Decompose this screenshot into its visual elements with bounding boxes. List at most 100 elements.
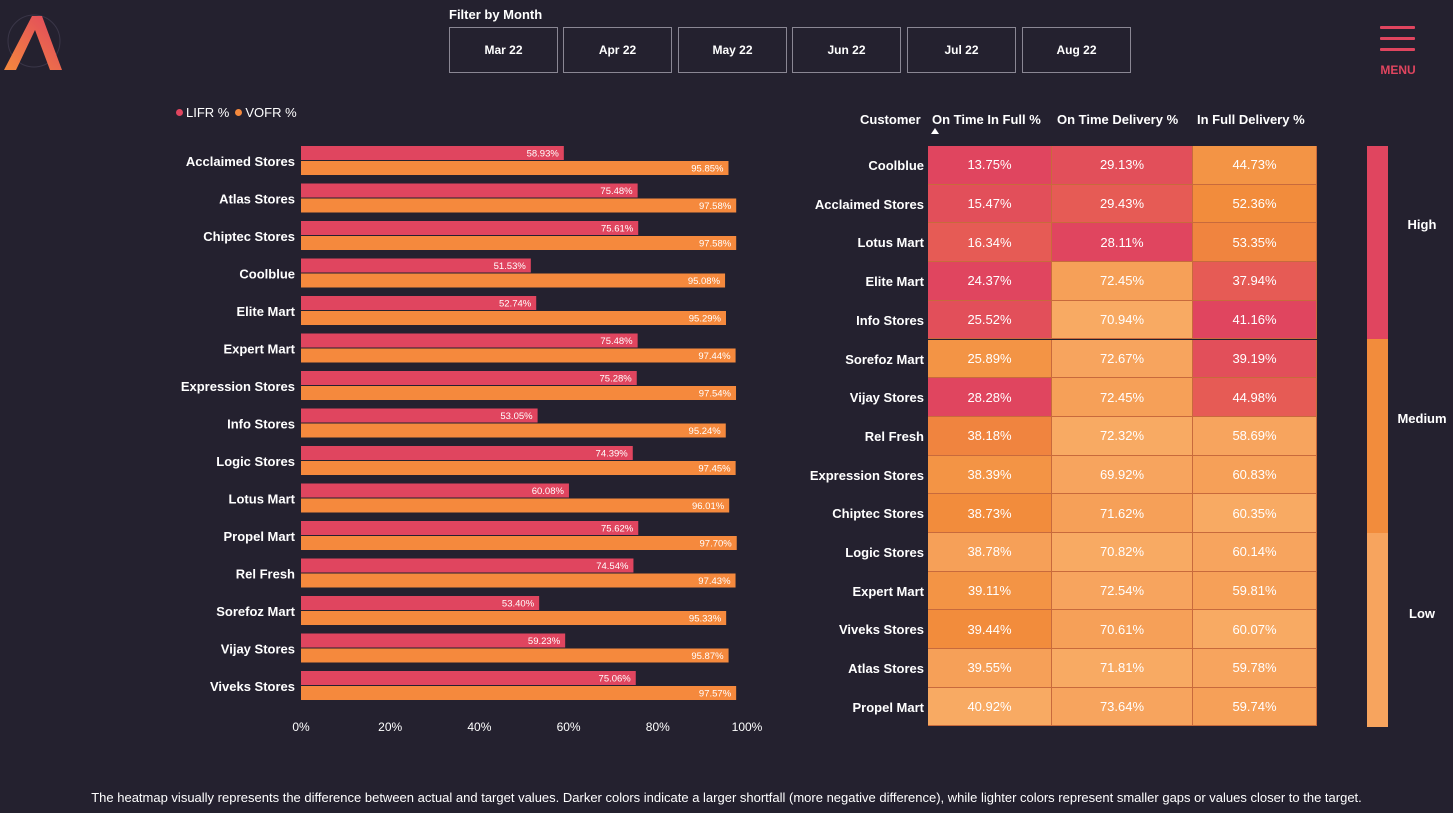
lifr-data-label: 53.40% (502, 599, 535, 610)
vofr-bar[interactable] (301, 536, 737, 550)
heatmap-cell[interactable]: 71.81% (1052, 649, 1193, 688)
vofr-bar[interactable] (301, 498, 730, 513)
heatmap-cell[interactable]: 25.89% (928, 339, 1052, 379)
category-label: Expert Mart (223, 342, 295, 357)
heatmap-cell[interactable]: 25.52% (928, 300, 1052, 340)
heatmap-cell[interactable]: 73.64% (1052, 687, 1193, 727)
heatmap-cell[interactable]: 37.94% (1193, 262, 1317, 301)
lifr-bar[interactable] (301, 333, 638, 348)
heatmap-cell[interactable]: 24.37% (928, 262, 1052, 301)
lifr-bar[interactable] (301, 483, 569, 498)
vofr-bar[interactable] (301, 311, 726, 325)
heatmap-cell[interactable]: 28.28% (928, 378, 1052, 417)
vofr-bar[interactable] (301, 161, 729, 175)
vofr-bar[interactable] (301, 198, 737, 213)
heatmap-header-ifd[interactable]: In Full Delivery % (1197, 112, 1305, 127)
vofr-bar[interactable] (301, 348, 736, 363)
vofr-bar[interactable] (301, 386, 737, 400)
lifr-bar[interactable] (301, 671, 636, 685)
heatmap-cell[interactable]: 28.11% (1052, 223, 1193, 263)
lifr-bar[interactable] (301, 221, 639, 235)
lifr-bar[interactable] (301, 558, 634, 573)
heatmap-cell[interactable]: 70.94% (1052, 300, 1193, 340)
heatmap-cell[interactable]: 13.75% (928, 146, 1052, 185)
lifr-bar[interactable] (301, 446, 633, 460)
vofr-bar[interactable] (301, 423, 726, 438)
heatmap-cell[interactable]: 39.55% (928, 649, 1052, 688)
x-tick-label: 0% (292, 720, 310, 734)
heatmap-cell[interactable]: 59.74% (1193, 687, 1317, 727)
heatmap-cell[interactable]: 60.14% (1193, 533, 1317, 572)
chart-legend: LIFR % VOFR % (176, 105, 297, 120)
lifr-bar[interactable] (301, 371, 637, 385)
month-button-aug-22[interactable]: Aug 22 (1022, 27, 1131, 73)
lifr-data-label: 52.74% (499, 299, 532, 310)
heatmap-cell[interactable]: 58.69% (1193, 416, 1317, 456)
heatmap-cell[interactable]: 71.62% (1052, 494, 1193, 533)
heatmap-cell[interactable]: 59.78% (1193, 649, 1317, 688)
heatmap-header-customer[interactable]: Customer (860, 112, 921, 127)
heatmap-cell[interactable]: 69.92% (1052, 455, 1193, 495)
heatmap-cell[interactable]: 72.67% (1052, 339, 1193, 379)
heatmap-cell[interactable]: 41.16% (1193, 300, 1317, 340)
scale-high-swatch (1367, 146, 1388, 339)
heatmap-cell[interactable]: 38.73% (928, 494, 1052, 533)
heatmap-cell[interactable]: 60.83% (1193, 455, 1317, 495)
heatmap-cell[interactable]: 38.39% (928, 455, 1052, 495)
heatmap-header-otif[interactable]: On Time In Full % (932, 112, 1041, 127)
month-button-apr-22[interactable]: Apr 22 (563, 27, 672, 73)
vofr-bar[interactable] (301, 611, 727, 625)
heatmap-cell[interactable]: 44.73% (1193, 146, 1317, 185)
heatmap-cell[interactable]: 72.45% (1052, 378, 1193, 417)
filter-title: Filter by Month (449, 7, 543, 22)
heatmap-cell[interactable]: 44.98% (1193, 378, 1317, 417)
vofr-data-label: 97.58% (699, 201, 732, 212)
vofr-bar[interactable] (301, 573, 736, 588)
heatmap-cell[interactable]: 53.35% (1193, 223, 1317, 263)
heatmap-cell[interactable]: 70.61% (1052, 610, 1193, 650)
heatmap-cell[interactable]: 29.43% (1052, 184, 1193, 224)
heatmap-header-otd[interactable]: On Time Delivery % (1057, 112, 1179, 127)
heatmap-cell[interactable]: 39.19% (1193, 339, 1317, 379)
vofr-bar[interactable] (301, 236, 737, 250)
heatmap-row-label: Acclaimed Stores (814, 196, 924, 212)
lifr-bar[interactable] (301, 183, 638, 198)
lifr-bar[interactable] (301, 146, 564, 160)
heatmap-row-label: Info Stores (856, 312, 924, 328)
heatmap-cell[interactable]: 39.11% (928, 571, 1052, 611)
month-button-mar-22[interactable]: Mar 22 (449, 27, 558, 73)
heatmap-cell[interactable]: 39.44% (928, 610, 1052, 650)
heatmap-cell[interactable]: 60.07% (1193, 610, 1317, 650)
lifr-bar[interactable] (301, 408, 538, 423)
vofr-bar[interactable] (301, 648, 729, 663)
heatmap-cell[interactable]: 72.54% (1052, 571, 1193, 611)
month-button-jul-22[interactable]: Jul 22 (907, 27, 1016, 73)
menu-button[interactable]: MENU (1378, 26, 1418, 77)
heatmap-cell[interactable]: 40.92% (928, 687, 1052, 727)
heatmap-cell[interactable]: 70.82% (1052, 533, 1193, 572)
heatmap-cell[interactable]: 52.36% (1193, 184, 1317, 224)
heatmap-cell[interactable]: 38.18% (928, 416, 1052, 456)
heatmap-cell[interactable]: 59.81% (1193, 571, 1317, 611)
heatmap-cell[interactable]: 72.45% (1052, 262, 1193, 301)
heatmap-cell[interactable]: 38.78% (928, 533, 1052, 572)
lifr-bar[interactable] (301, 296, 537, 310)
heatmap-cell[interactable]: 16.34% (928, 223, 1052, 263)
lifr-data-label: 60.08% (532, 486, 565, 497)
month-button-jun-22[interactable]: Jun 22 (792, 27, 901, 73)
vofr-bar[interactable] (301, 686, 737, 700)
lifr-bar[interactable] (301, 596, 540, 610)
vofr-bar[interactable] (301, 461, 736, 475)
month-button-may-22[interactable]: May 22 (678, 27, 787, 73)
lifr-bar[interactable] (301, 521, 639, 535)
lifr-bar[interactable] (301, 633, 566, 648)
lifr-bar[interactable] (301, 258, 531, 273)
scale-label-low: Low (1409, 606, 1435, 621)
heatmap-cell[interactable]: 29.13% (1052, 146, 1193, 185)
vofr-data-label: 95.85% (691, 164, 724, 175)
heatmap-cell[interactable]: 60.35% (1193, 494, 1317, 533)
vofr-bar[interactable] (301, 273, 726, 288)
legend-label-vofr: VOFR % (245, 105, 297, 120)
heatmap-cell[interactable]: 72.32% (1052, 416, 1193, 456)
heatmap-cell[interactable]: 15.47% (928, 184, 1052, 224)
